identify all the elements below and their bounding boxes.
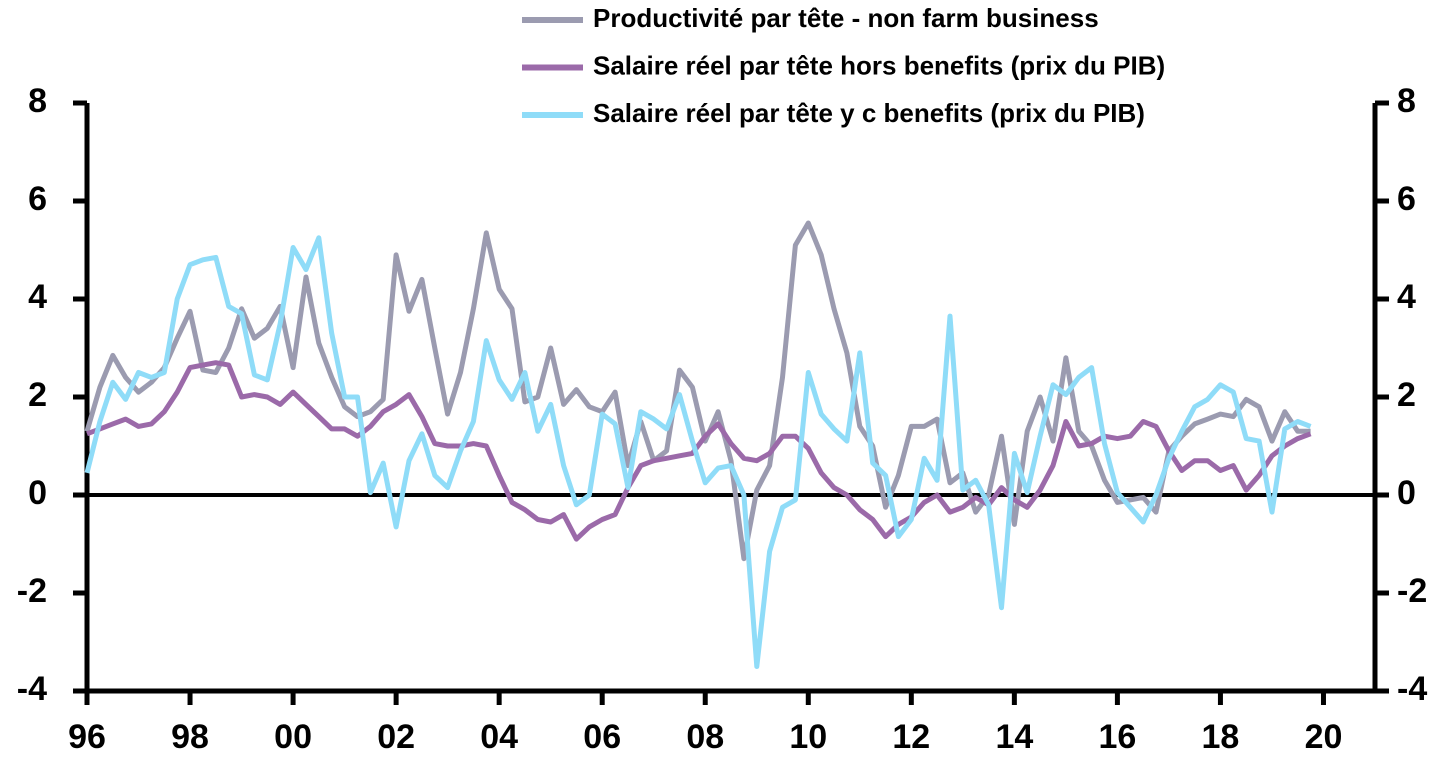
x-tick-label: 10 (789, 718, 827, 756)
y2-tick-label: 6 (1397, 180, 1416, 218)
x-tick-label: 00 (274, 718, 312, 756)
x-tick-label: 08 (686, 718, 724, 756)
y-tick-label: 2 (28, 376, 47, 414)
x-tick-label: 96 (68, 718, 106, 756)
y2-tick-label: -4 (1397, 670, 1427, 708)
x-tick-label: 12 (892, 718, 930, 756)
series-line (84, 220, 1311, 562)
y-tick-label: 0 (28, 474, 47, 512)
x-tick-label: 18 (1202, 718, 1240, 756)
x-tick-label: 04 (480, 718, 518, 756)
x-tick-label: 06 (583, 718, 621, 756)
series-line (84, 235, 1312, 669)
legend-label: Productivité par tête - non farm busines… (593, 3, 1099, 33)
x-tick-label: 14 (995, 718, 1033, 756)
series-line (86, 360, 1312, 542)
y2-tick-label: 2 (1397, 376, 1416, 414)
y2-tick-label: -2 (1397, 572, 1427, 610)
y-tick-label: -2 (17, 572, 47, 610)
y-tick-label: 4 (28, 278, 47, 316)
y2-tick-label: 8 (1397, 82, 1416, 120)
x-tick-label: 16 (1098, 718, 1136, 756)
x-tick-label: 02 (377, 718, 415, 756)
y2-tick-label: 4 (1397, 278, 1416, 316)
x-tick-label: 20 (1305, 718, 1343, 756)
y-tick-label: 6 (28, 180, 47, 218)
legend-label: Salaire réel par tête y c benefits (prix… (593, 98, 1145, 128)
y-tick-label: -4 (17, 670, 47, 708)
y2-tick-label: 0 (1397, 474, 1416, 512)
x-tick-label: 98 (171, 718, 209, 756)
legend-label: Salaire réel par tête hors benefits (pri… (593, 50, 1165, 80)
y-tick-label: 8 (28, 82, 47, 120)
